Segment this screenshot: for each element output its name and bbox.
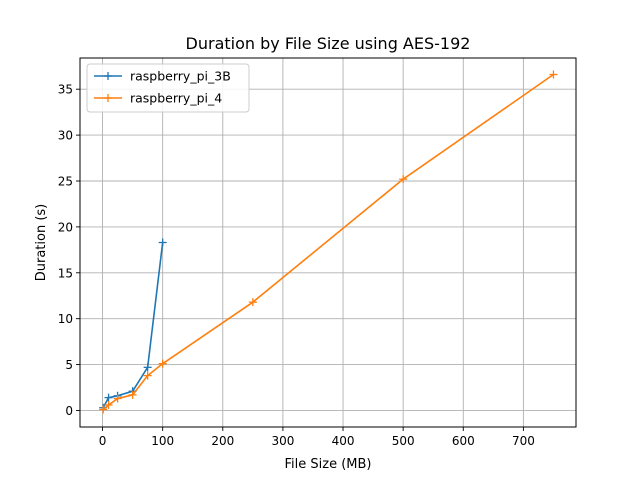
chart-title: Duration by File Size using AES-192 xyxy=(186,34,471,53)
legend-item: raspberry_pi_4 xyxy=(94,91,222,106)
series-line xyxy=(102,242,164,409)
legend: raspberry_pi_3B raspberry_pi_4 xyxy=(86,63,250,113)
data-point xyxy=(158,238,167,247)
plot-area-frame xyxy=(79,57,577,428)
y-tick-label: 20 xyxy=(58,220,73,234)
x-axis-label: File Size (MB) xyxy=(285,457,372,472)
y-tick-label: 30 xyxy=(58,129,73,143)
series-raspberry_pi_4 xyxy=(99,70,558,414)
x-tick-label: 600 xyxy=(452,434,475,448)
grid xyxy=(80,58,576,427)
legend-label: raspberry_pi_3B xyxy=(130,69,231,84)
y-tick-label: 25 xyxy=(58,175,73,189)
y-axis-label: Duration (s) xyxy=(34,204,49,282)
axis-ticks: 0 100 200 300 400 500 600 700 0 5 10 15 20 25 30 35 xyxy=(58,83,535,448)
data-point xyxy=(549,70,558,79)
x-tick-label: 200 xyxy=(211,434,234,448)
x-tick-label: 300 xyxy=(271,434,294,448)
legend-box xyxy=(86,63,250,113)
x-tick-label: 500 xyxy=(392,434,415,448)
x-tick-label: 0 xyxy=(99,434,107,448)
y-tick-label: 35 xyxy=(58,83,73,97)
legend-label: raspberry_pi_4 xyxy=(130,91,222,106)
x-tick-label: 700 xyxy=(512,434,535,448)
legend-item: raspberry_pi_3B xyxy=(94,69,231,84)
data-point xyxy=(158,359,167,368)
data-point xyxy=(104,393,113,402)
y-tick-label: 15 xyxy=(58,266,73,280)
data-point xyxy=(143,363,152,372)
data-point xyxy=(99,405,108,414)
data-point xyxy=(104,400,113,409)
data-point xyxy=(143,371,152,380)
data-point xyxy=(128,390,137,399)
data-point xyxy=(113,394,122,403)
x-tick-label: 100 xyxy=(151,434,174,448)
data-point xyxy=(248,298,257,307)
y-tick-label: 5 xyxy=(65,358,73,372)
series-layer xyxy=(99,70,558,414)
x-tick-label: 400 xyxy=(332,434,355,448)
data-point xyxy=(399,175,408,184)
y-tick-label: 0 xyxy=(65,404,73,418)
y-tick-label: 10 xyxy=(58,312,73,326)
